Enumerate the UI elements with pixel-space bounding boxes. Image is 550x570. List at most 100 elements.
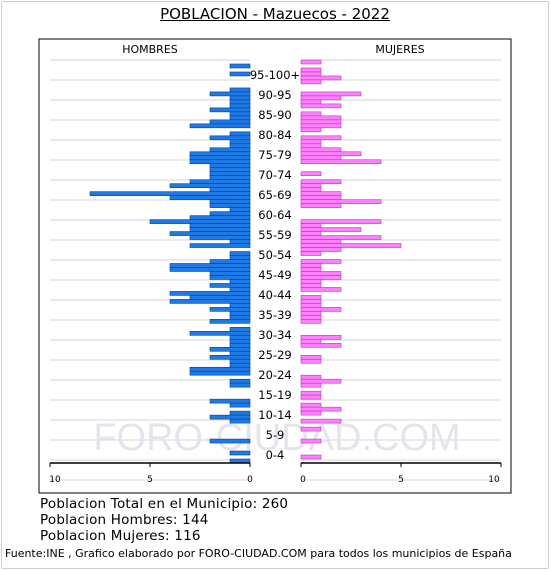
mujeres-bar-age-37 [300, 311, 322, 316]
mujeres-bar-age-38 [300, 307, 342, 312]
hombres-bar-age-79 [229, 143, 251, 149]
mujeres-bar-age-91 [300, 95, 342, 101]
hombres-bar-age-50 [209, 259, 251, 264]
mujeres-bar-age-50 [300, 259, 342, 264]
age-label: 90-95 [258, 88, 291, 102]
hombres-bar-age-28 [209, 346, 251, 352]
mujeres-bar-age-13 [300, 406, 342, 412]
age-label: 85-90 [258, 108, 291, 122]
hombres-bar-age-84 [189, 123, 251, 129]
mujeres-bar-age-97 [300, 71, 322, 77]
mujeres-bar-age-53 [300, 247, 342, 252]
hombres-bar-age-93 [229, 87, 251, 93]
hombres-bar-age-45 [229, 279, 251, 284]
mujeres-bars [300, 59, 402, 460]
hombres-bar-age-99 [229, 63, 251, 69]
mujeres-bar-age-66 [300, 195, 342, 200]
mujeres-bar-age-36 [300, 315, 322, 320]
x-tick-label-right: 5 [398, 475, 404, 485]
hombres-bar-age-26 [209, 354, 251, 360]
hombres-bar-age-46 [209, 275, 251, 280]
hombres-bar-age-10 [229, 418, 251, 424]
mujeres-bar-age-35 [300, 319, 322, 324]
hombres-bar-age-89 [229, 103, 251, 109]
stat-hombres: Poblacion Hombres: 144 [40, 512, 209, 528]
hombres-bar-age-90 [229, 99, 251, 105]
age-label: 0-4 [266, 448, 285, 462]
mujeres-bar-age-57 [300, 231, 322, 236]
hombres-bar-age-78 [209, 147, 251, 153]
mujeres-bar-age-69 [300, 183, 322, 188]
x-tick-label-left: 10 [49, 475, 61, 485]
hombres-bar-age-38 [209, 307, 251, 312]
hombres-bar-age-58 [189, 227, 251, 232]
mujeres-bar-age-31 [300, 335, 342, 340]
mujeres-bar-age-96 [300, 75, 342, 81]
mujeres-bar-age-1 [300, 454, 322, 460]
age-label: 40-44 [258, 288, 291, 302]
mujeres-bar-age-81 [300, 135, 342, 141]
mujeres-bar-age-75 [300, 159, 382, 165]
mujeres-bar-age-89 [300, 103, 342, 109]
hombres-bar-age-48 [169, 267, 251, 272]
mujeres-bar-age-21 [300, 374, 322, 380]
age-label: 65-69 [258, 188, 291, 202]
mujeres-bar-age-20 [300, 378, 342, 384]
hombres-bar-age-85 [209, 119, 251, 125]
age-label: 50-54 [258, 248, 291, 262]
mujeres-bar-age-8 [300, 426, 322, 432]
chart-title: POBLACION - Mazuecos - 2022 [160, 5, 390, 23]
mujeres-bar-age-45 [300, 279, 322, 284]
hombres-bar-age-92 [209, 91, 251, 97]
mujeres-bar-age-68 [300, 187, 322, 192]
hombres-bar-age-37 [229, 311, 251, 316]
mujeres-bar-age-48 [300, 267, 322, 272]
mujeres-bar-age-95 [300, 79, 322, 85]
mujeres-bar-age-43 [300, 287, 342, 292]
hombres-bar-age-2 [229, 450, 251, 456]
hombres-bar-age-14 [229, 402, 251, 408]
hombres-bar-age-11 [209, 414, 251, 420]
hombres-bar-age-82 [229, 131, 251, 137]
hombres-bar-age-81 [209, 135, 251, 141]
age-label: 55-59 [258, 228, 291, 242]
mujeres-bar-age-100 [300, 59, 322, 65]
mujeres-bar-age-40 [300, 299, 322, 304]
x-tick-label-right: 10 [488, 475, 500, 485]
x-tick-label-left: 0 [247, 475, 253, 485]
hombres-bar-age-54 [189, 243, 251, 248]
hombres-bar-age-47 [209, 271, 251, 276]
chart-frame [38, 38, 512, 494]
hombres-bar-age-20 [229, 378, 251, 384]
x-tick-label-left: 5 [147, 475, 153, 485]
mujeres-bar-age-55 [300, 239, 342, 244]
hombres-bar-age-32 [189, 331, 251, 336]
mujeres-bar-age-86 [300, 115, 342, 121]
hombres-bar-age-87 [229, 111, 251, 117]
hombres-bar-age-72 [209, 171, 251, 177]
hombres-bar-age-63 [229, 207, 251, 212]
hombres-bar-age-22 [189, 370, 251, 376]
mujeres-bar-age-12 [300, 410, 322, 416]
mujeres-bar-age-85 [300, 119, 342, 125]
mujeres-bar-age-39 [300, 303, 322, 308]
axes: 10 5 0 0 5 10 [49, 462, 502, 485]
mujeres-bar-age-77 [300, 151, 362, 157]
mujeres-bar-age-65 [300, 199, 382, 204]
hombres-bar-age-29 [229, 342, 251, 348]
mujeres-bar-age-25 [300, 358, 322, 364]
mujeres-bar-age-52 [300, 251, 322, 256]
hombres-bar-age-36 [229, 315, 251, 320]
mujeres-bar-age-70 [300, 179, 342, 184]
mujeres-bar-age-19 [300, 382, 322, 388]
age-label: 15-19 [258, 388, 291, 402]
hombres-bar-age-23 [189, 366, 251, 372]
hombres-bar-age-65 [209, 199, 251, 204]
hombres-bar-age-15 [209, 398, 251, 404]
hombres-bar-age-77 [189, 151, 251, 157]
mujeres-bar-age-72 [300, 171, 322, 177]
hombres-bar-age-39 [229, 303, 251, 308]
age-label: 35-39 [258, 308, 291, 322]
hombres-bar-age-66 [169, 195, 251, 200]
hombres-bar-age-24 [229, 362, 251, 368]
